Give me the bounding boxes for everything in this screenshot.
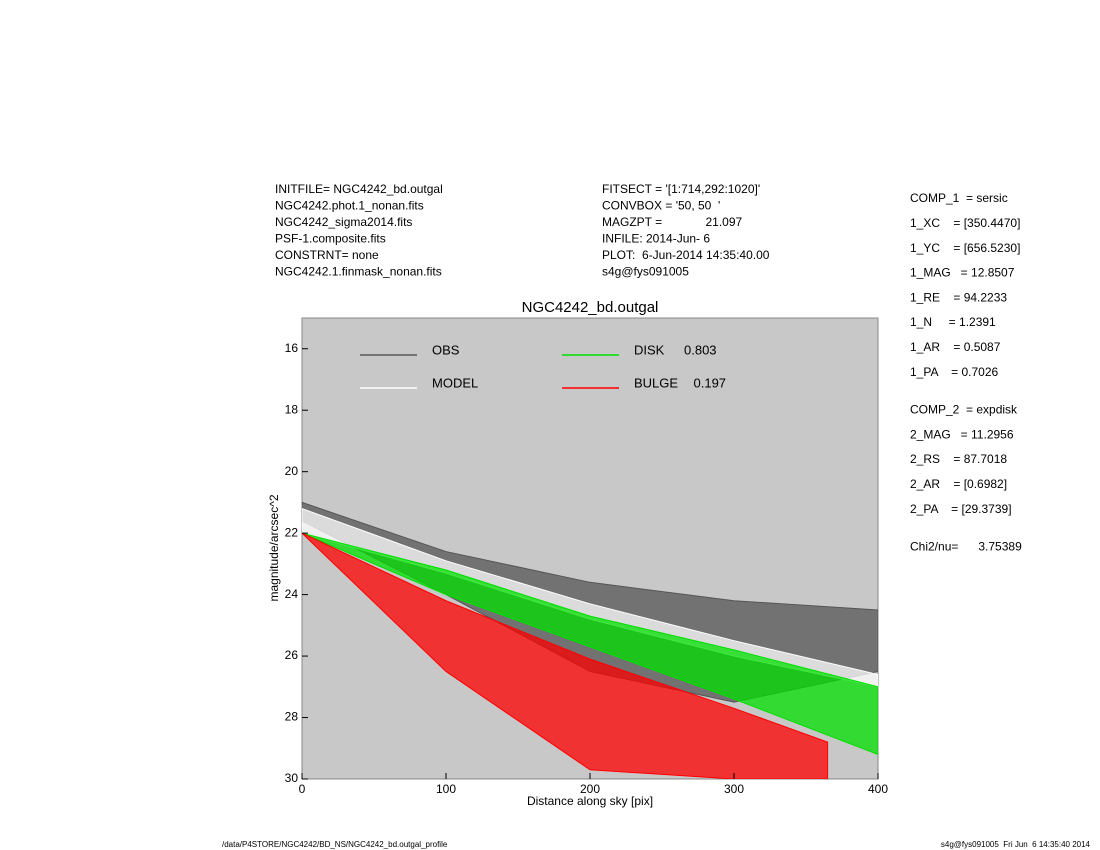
- info-line: CONVBOX = '50, 50 ': [602, 199, 720, 213]
- x-tick-label: 400: [868, 782, 888, 796]
- y-axis-label: magnitude/arcsec^2: [267, 494, 281, 601]
- footer-stamp: s4g@fys091005 Fri Jun 6 14:35:40 2014: [941, 840, 1091, 849]
- legend-label: DISK: [634, 342, 665, 357]
- param-line: 2_MAG = 11.2956: [910, 427, 1014, 441]
- param-line: COMP_1 = sersic: [910, 191, 1008, 205]
- info-line: NGC4242.phot.1_nonan.fits: [275, 199, 424, 213]
- info-line: NGC4242.1.finmask_nonan.fits: [275, 265, 442, 279]
- footer-path: /data/P4STORE/NGC4242/BD_NS/NGC4242_bd.o…: [222, 840, 448, 849]
- x-axis-label: Distance along sky [pix]: [527, 794, 653, 808]
- legend-fraction: 0.803: [684, 342, 717, 357]
- y-tick-label: 18: [285, 402, 299, 416]
- y-tick-label: 24: [285, 587, 299, 601]
- x-tick-label: 100: [436, 782, 456, 796]
- param-line: Chi2/nu= 3.75389: [910, 540, 1022, 554]
- info-line: FITSECT = '[1:714,292:1020]': [602, 182, 760, 196]
- x-tick-label: 300: [724, 782, 744, 796]
- y-tick-label: 26: [285, 648, 299, 662]
- param-line: 1_XC = [350.4470]: [910, 216, 1020, 230]
- param-line: COMP_2 = expdisk: [910, 403, 1018, 417]
- info-line: PSF-1.composite.fits: [275, 232, 386, 246]
- info-line: CONSTRNT= none: [275, 248, 379, 262]
- chart-title: NGC4242_bd.outgal: [522, 299, 659, 316]
- y-tick-label: 22: [285, 525, 299, 539]
- param-line: 2_PA = [29.3739]: [910, 502, 1012, 516]
- info-line: INITFILE= NGC4242_bd.outgal: [275, 182, 443, 196]
- param-line: 1_N = 1.2391: [910, 315, 996, 329]
- param-line: 2_AR = [0.6982]: [910, 477, 1007, 491]
- legend-label: MODEL: [432, 375, 478, 390]
- data-band: [302, 532, 878, 755]
- param-line: 2_RS = 87.7018: [910, 452, 1007, 466]
- x-tick-label: 200: [580, 782, 600, 796]
- param-line: 1_PA = 0.7026: [910, 365, 999, 379]
- x-tick-label: 0: [299, 782, 306, 796]
- param-line: 1_AR = 0.5087: [910, 340, 1001, 354]
- info-line: INFILE: 2014-Jun- 6: [602, 232, 710, 246]
- y-tick-label: 16: [285, 341, 299, 355]
- legend-fraction: 0.197: [694, 375, 727, 390]
- legend-label: BULGE: [634, 375, 678, 390]
- info-line: s4g@fys091005: [602, 265, 689, 279]
- y-tick-label: 28: [285, 710, 299, 724]
- info-line: NGC4242_sigma2014.fits: [275, 215, 412, 229]
- param-line: 1_MAG = 12.8507: [910, 266, 1015, 280]
- info-line: MAGZPT = 21.097: [602, 215, 742, 229]
- legend-label: OBS: [432, 342, 460, 357]
- param-line: 1_YC = [656.5230]: [910, 241, 1020, 255]
- data-band: [302, 532, 829, 779]
- param-line: 1_RE = 94.2233: [910, 290, 1007, 304]
- info-line: PLOT: 6-Jun-2014 14:35:40.00: [602, 248, 770, 262]
- y-tick-label: 20: [285, 464, 299, 478]
- y-tick-label: 30: [285, 771, 299, 785]
